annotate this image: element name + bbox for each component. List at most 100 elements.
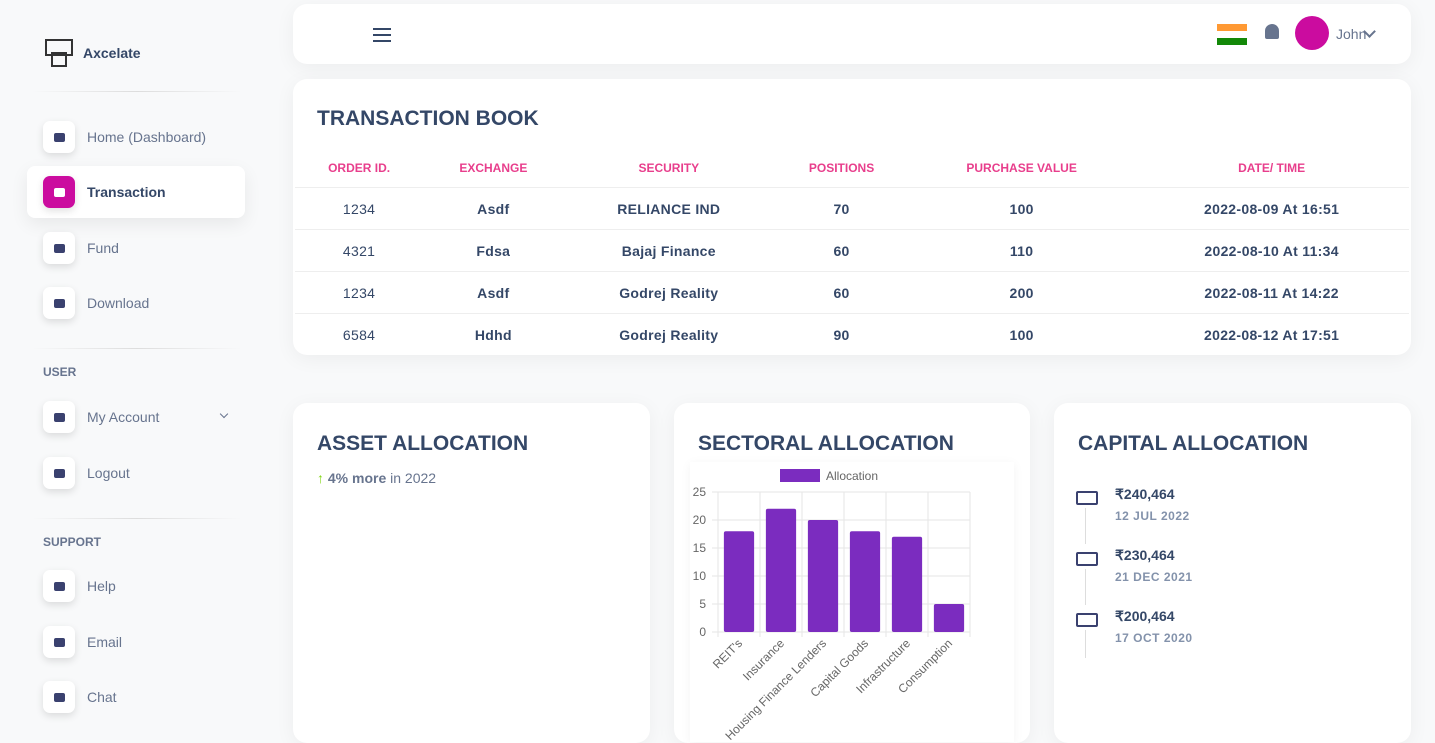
- table-row: 6584 Hdhd Godrej Reality 90 100 2022-08-12 At…: [295, 314, 1409, 356]
- caret: [219, 409, 229, 419]
- logo-icon: [45, 39, 73, 67]
- page: Axcelate Home (Dashboard) Transaction Fund…: [27, 4, 1411, 742]
- table-cell: 1234: [295, 187, 424, 230]
- nav-icon: [43, 287, 75, 319]
- column-header: POSITIONS: [774, 149, 909, 188]
- table-cell: 2022-08-10 At 11:34: [1134, 229, 1409, 272]
- table-cell: 110: [908, 229, 1135, 272]
- column-header: SECURITY: [563, 149, 775, 188]
- x-tick-label: REIT's: [710, 636, 745, 671]
- nav-item[interactable]: Help: [27, 560, 245, 612]
- flag[interactable]: [1217, 24, 1247, 45]
- date: 17 OCT 2020: [1115, 631, 1193, 645]
- nav-label: Chat: [87, 689, 117, 705]
- nav-label: Home (Dashboard): [87, 129, 207, 145]
- bar: [807, 520, 839, 632]
- table-cell: 60: [774, 229, 909, 272]
- table-row: 1234 Asdf RELIANCE IND 70 100 2022-08-09 At 1…: [295, 187, 1409, 230]
- header-row: ORDER ID. EXCHANGE SECURITY POSITIONS PURCHA…: [295, 149, 1409, 188]
- section-title: SUPPORT: [43, 535, 102, 549]
- table-cell: Asdf: [423, 271, 564, 314]
- table-row: 1234 Asdf Godrej Reality 60 200 2022-08-11 At…: [295, 271, 1409, 314]
- nav-item[interactable]: Chat: [27, 671, 245, 723]
- nav-icon: [43, 232, 75, 264]
- table-cell: 2022-08-11 At 14:22: [1134, 271, 1409, 314]
- divider: [32, 91, 242, 92]
- divider: [32, 348, 242, 349]
- bar: [765, 508, 797, 632]
- card-title: ASSET ALLOCATION: [317, 432, 529, 455]
- table-cell: 70: [774, 187, 909, 230]
- icon-glyph: [53, 298, 65, 308]
- timeline-line: [1085, 508, 1086, 544]
- nav-icon: [43, 176, 75, 208]
- bar: [891, 536, 923, 632]
- icon-glyph: [53, 243, 65, 253]
- card-title: SECTORAL ALLOCATION: [698, 432, 954, 455]
- nav-item[interactable]: Home (Dashboard): [27, 111, 245, 163]
- nav-item[interactable]: Download: [27, 277, 245, 329]
- bar: [723, 531, 755, 632]
- table-cell: 60: [774, 271, 909, 314]
- nav-item[interactable]: Logout: [27, 447, 245, 499]
- nav-item[interactable]: Fund: [27, 222, 245, 274]
- icon-glyph: [53, 132, 65, 142]
- growth-value: 4% more: [327, 470, 387, 486]
- icon-glyph: [53, 637, 65, 647]
- nav-item[interactable]: Email: [27, 616, 245, 668]
- nav-icon: [43, 681, 75, 713]
- menu-button[interactable]: [373, 28, 391, 42]
- transaction-card: TRANSACTION BOOK ORDER ID. EXCHANGE SECURI…: [293, 79, 1411, 355]
- table-cell: 6584: [342, 326, 376, 343]
- growth-period: in 2022: [390, 470, 437, 486]
- bar: [933, 604, 965, 632]
- y-tick-label: 20: [693, 513, 707, 527]
- timeline-line: [1085, 569, 1086, 605]
- nav-item[interactable]: Transaction: [27, 166, 245, 218]
- growth-note: ↑ 4% more in 2022: [317, 470, 437, 486]
- legend-label: Allocation: [826, 469, 878, 483]
- nav-label: Help: [87, 578, 116, 594]
- logo: [44, 38, 74, 73]
- amount: ₹240,464: [1115, 486, 1175, 502]
- table-cell: Godrej Reality: [619, 326, 719, 343]
- amount: ₹230,464: [1115, 547, 1175, 563]
- table-cell: Fdsa: [423, 229, 564, 272]
- table-cell: Godrej Reality: [563, 271, 775, 314]
- icon-glyph: [53, 187, 65, 197]
- nav-label: Download: [87, 295, 150, 311]
- nav-item[interactable]: My Account: [27, 391, 245, 443]
- legend-swatch: [780, 469, 820, 482]
- y-tick-label: 10: [693, 569, 707, 583]
- sectoral-card: SECTORAL ALLOCATION 0 5 10 15 20 25 Allocation…: [674, 403, 1030, 743]
- avatar[interactable]: [1295, 16, 1329, 50]
- y-tick-label: 5: [699, 597, 706, 611]
- table-cell: Bajaj Finance: [563, 229, 775, 272]
- table-cell: 100: [908, 187, 1135, 230]
- table-cell: 4321: [295, 229, 424, 272]
- column-header: ORDER ID.: [295, 149, 424, 188]
- asset-card: ASSET ALLOCATION ↑ 4% more in 2022: [293, 403, 650, 743]
- divider: [32, 518, 242, 519]
- topbar: John: [293, 4, 1411, 64]
- nav-label: Logout: [87, 465, 130, 481]
- notification-bell[interactable]: [1265, 24, 1279, 39]
- table-cell: RELIANCE IND: [563, 187, 775, 230]
- table-cell: 90: [833, 326, 850, 343]
- card-title: CAPITAL ALLOCATION: [1078, 432, 1309, 455]
- user-name[interactable]: John: [1336, 26, 1367, 42]
- table-cell: 2022-08-12 At 17:51: [1204, 326, 1340, 343]
- nav-label: Transaction: [87, 184, 166, 200]
- table-cell: 200: [908, 271, 1135, 314]
- icon-glyph: [53, 692, 65, 702]
- nav-icon: [43, 570, 75, 602]
- bar-chart: 0510152025AllocationREIT'sInsuranceHousi…: [690, 462, 1014, 742]
- bar: [849, 531, 881, 632]
- nav-icon: [43, 457, 75, 489]
- money-icon: [1076, 613, 1098, 627]
- y-tick-label: 0: [699, 625, 706, 639]
- nav-label: My Account: [87, 409, 160, 425]
- section-title: USER: [43, 365, 77, 379]
- column-header: PURCHASE VALUE: [908, 149, 1135, 188]
- brand: Axcelate: [83, 45, 141, 61]
